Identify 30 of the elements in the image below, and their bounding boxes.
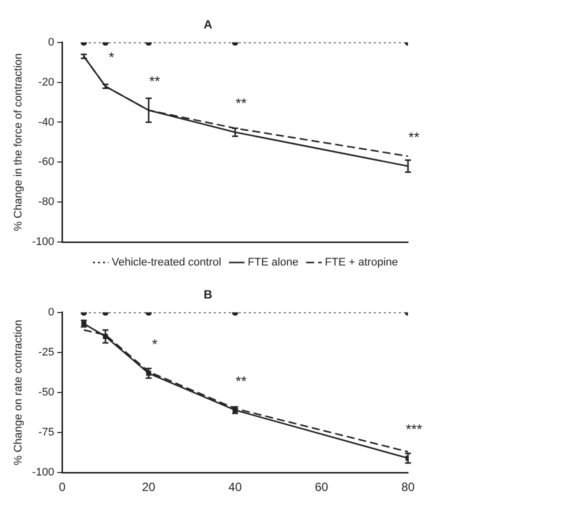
y-tick-label: -100: [32, 236, 54, 248]
annotation: **: [149, 73, 161, 90]
annotation: *: [152, 336, 158, 352]
y-tick-label: -60: [38, 156, 54, 168]
x-tick-label: 80: [401, 480, 415, 494]
x-tick-label: 40: [228, 480, 242, 494]
y-tick-label: 0: [48, 306, 54, 318]
y-axis-title: % Change on rate contraction: [12, 320, 25, 466]
y-tick-label: -40: [38, 116, 54, 128]
legend-label: FTE + atropine: [324, 256, 398, 269]
y-tick-label: -50: [38, 386, 54, 399]
chart-title: B: [204, 288, 213, 302]
y-tick-label: -20: [38, 76, 54, 88]
x-tick-label: 20: [142, 480, 156, 494]
annotation: *: [108, 49, 115, 66]
y-tick-label: -80: [38, 196, 54, 208]
x-tick-label: 0: [58, 480, 66, 494]
y-axis-title: % Change in the force of contraction: [12, 53, 25, 232]
x-tick-label: 60: [314, 480, 329, 494]
chart-title: A: [204, 18, 213, 32]
annotation: **: [408, 129, 420, 146]
legend-label: FTE alone: [248, 256, 298, 269]
legend-label: Vehicle-treated control: [112, 256, 222, 269]
annotation: **: [236, 95, 248, 112]
annotation: **: [236, 372, 248, 389]
y-tick-label: 0: [48, 36, 54, 48]
y-tick-label: -25: [38, 346, 54, 358]
y-tick-label: -75: [38, 426, 54, 439]
y-tick-label: -100: [32, 466, 54, 479]
annotation: ***: [406, 421, 423, 438]
